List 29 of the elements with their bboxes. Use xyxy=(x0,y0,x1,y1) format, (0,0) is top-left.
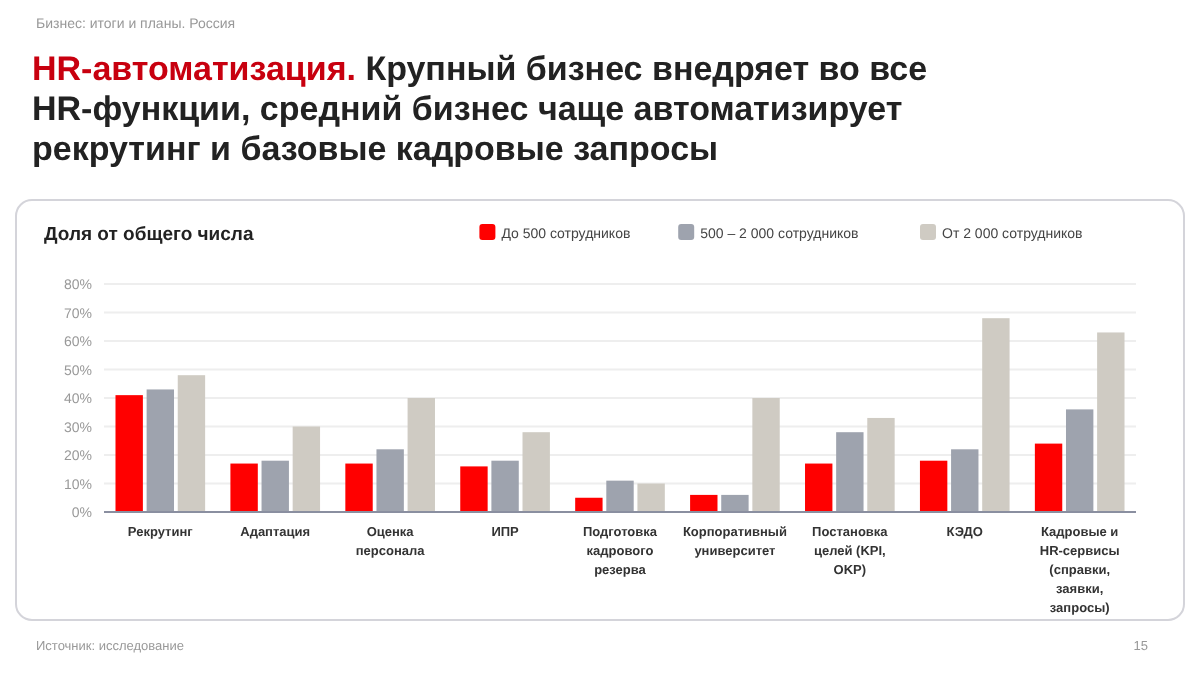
bar xyxy=(721,494,749,512)
bar xyxy=(867,417,895,512)
bar xyxy=(637,483,665,512)
bar xyxy=(460,466,488,512)
bar xyxy=(982,318,1010,512)
bar xyxy=(1034,443,1063,512)
bar xyxy=(407,398,435,512)
bar xyxy=(805,463,833,512)
bar xyxy=(376,449,404,512)
bar xyxy=(491,460,519,512)
chart-subtitle: Доля от общего числа xyxy=(44,224,255,246)
bar xyxy=(836,432,864,512)
bar xyxy=(292,426,321,512)
bar xyxy=(1097,332,1125,512)
bar xyxy=(522,432,550,512)
bar xyxy=(690,494,718,512)
bar xyxy=(146,389,175,512)
bar xyxy=(575,497,603,512)
bar xyxy=(606,480,634,512)
bar xyxy=(345,463,373,512)
bar xyxy=(115,395,143,512)
chart-title: HR-автоматизация. Крупный бизнес внедряет во все HR-функции, средний бизнес чаще автоматизирует рекрутинг и базовые кадровые запросы xyxy=(32,50,928,168)
bar xyxy=(230,463,258,512)
bar xyxy=(951,449,979,512)
bar xyxy=(1065,409,1094,512)
bar xyxy=(261,460,289,512)
bar xyxy=(919,460,948,512)
bar xyxy=(752,398,780,512)
bar xyxy=(177,375,206,512)
